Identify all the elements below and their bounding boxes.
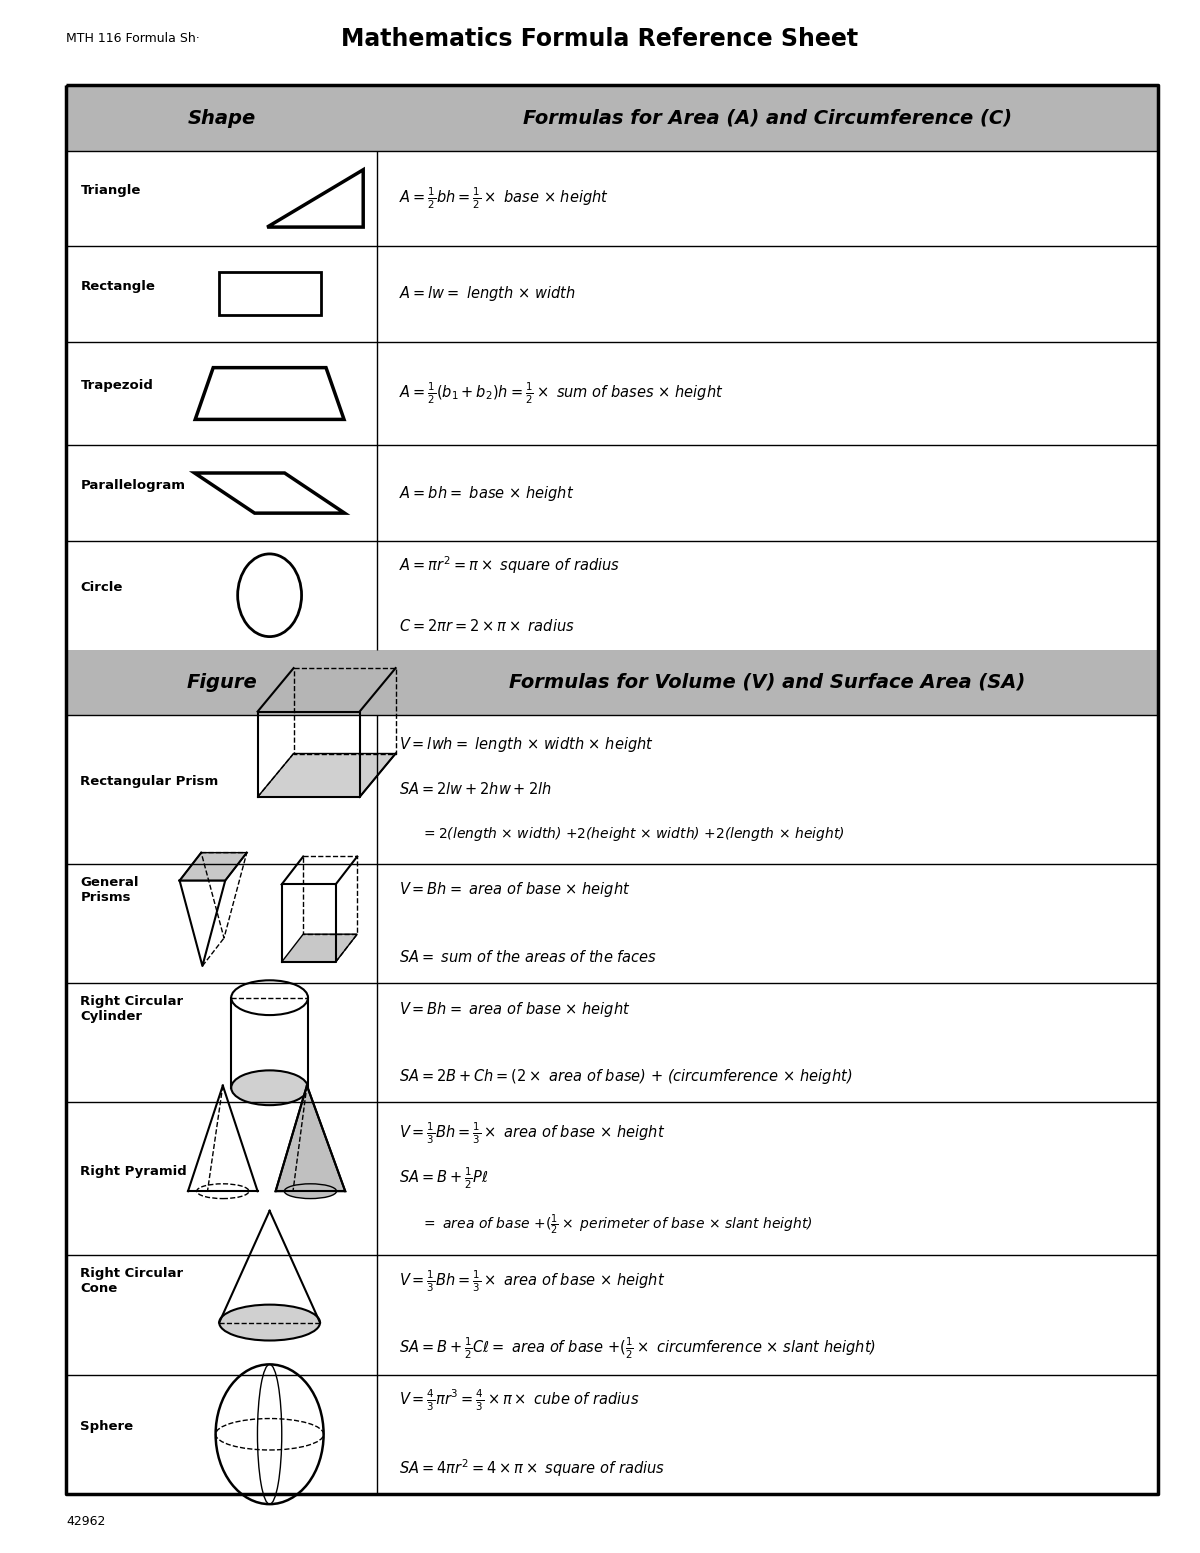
Bar (66, 649, 1158, 714)
Text: Mathematics Formula Reference Sheet: Mathematics Formula Reference Sheet (342, 26, 858, 51)
Text: Right Circular
Cone: Right Circular Cone (80, 1267, 184, 1295)
Text: Figure: Figure (186, 672, 257, 691)
Text: Shape: Shape (187, 109, 256, 127)
Text: Formulas for Area (A) and Circumference (C): Formulas for Area (A) and Circumference … (523, 109, 1012, 127)
Text: $SA = B + \frac{1}{2}P\ell$: $SA = B + \frac{1}{2}P\ell$ (398, 1166, 488, 1191)
Text: Formulas for Volume (V) and Surface Area (SA): Formulas for Volume (V) and Surface Area… (510, 672, 1026, 691)
Ellipse shape (284, 1183, 336, 1199)
Text: $C = 2\pi r = 2 \times \pi \times$ radius: $C = 2\pi r = 2 \times \pi \times$ radiu… (398, 618, 575, 634)
Text: $A = \frac{1}{2}(b_1 + b_2)h = \frac{1}{2} \times$ sum of bases $\times$ height: $A = \frac{1}{2}(b_1 + b_2)h = \frac{1}{… (398, 380, 724, 407)
Text: $SA = B + \frac{1}{2}C\ell =$ area of base $+ (\frac{1}{2} \times$ circumference: $SA = B + \frac{1}{2}C\ell =$ area of ba… (398, 1336, 876, 1360)
Text: Rectangle: Rectangle (80, 280, 155, 292)
Text: $SA = 2B + Ch = (2 \times$ area of base) $+$ (circumference $\times$ height): $SA = 2B + Ch = (2 \times$ area of base)… (398, 1067, 852, 1086)
Text: $SA =$ sum of the areas of the faces: $SA =$ sum of the areas of the faces (398, 949, 656, 964)
Text: General
Prisms: General Prisms (80, 876, 139, 904)
Text: MTH 116 Formula Sh·: MTH 116 Formula Sh· (66, 33, 199, 45)
Polygon shape (276, 1086, 346, 1191)
Ellipse shape (220, 1305, 320, 1340)
Text: Parallelogram: Parallelogram (80, 478, 186, 492)
Polygon shape (180, 853, 247, 881)
Text: $=$ area of base $+ (\frac{1}{2} \times$ perimeter of base $\times$ slant height: $=$ area of base $+ (\frac{1}{2} \times$… (398, 1213, 812, 1236)
Text: $V = \frac{4}{3}\pi r^3 = \frac{4}{3} \times \pi \times$ cube of radius: $V = \frac{4}{3}\pi r^3 = \frac{4}{3} \t… (398, 1388, 640, 1413)
Text: $V = \frac{1}{3}Bh = \frac{1}{3} \times$ area of base $\times$ height: $V = \frac{1}{3}Bh = \frac{1}{3} \times$… (398, 1269, 665, 1294)
Text: Sphere: Sphere (80, 1419, 133, 1433)
Text: $V = Bh =$ area of base $\times$ height: $V = Bh =$ area of base $\times$ height (398, 1000, 630, 1019)
Text: $A = \frac{1}{2}bh = \frac{1}{2} \times$ base $\times$ height: $A = \frac{1}{2}bh = \frac{1}{2} \times$… (398, 186, 608, 211)
Text: $A = bh =$ base $\times$ height: $A = bh =$ base $\times$ height (398, 483, 574, 503)
Ellipse shape (232, 1070, 308, 1106)
Text: 42962: 42962 (66, 1516, 106, 1528)
Text: $SA = 4\pi r^2 = 4 \times \pi \times$ square of radius: $SA = 4\pi r^2 = 4 \times \pi \times$ sq… (398, 1457, 665, 1478)
Text: $SA = 2lw + 2hw + 2lh$: $SA = 2lw + 2hw + 2lh$ (398, 781, 552, 797)
Bar (218, 272, 320, 315)
Bar (66, 85, 1158, 151)
Text: $= 2$(length $\times$ width) $+ 2$(height $\times$ width) $+ 2$(length $\times$ : $= 2$(length $\times$ width) $+ 2$(heigh… (398, 825, 845, 843)
Text: Circle: Circle (80, 581, 122, 593)
Polygon shape (282, 935, 358, 963)
Text: Triangle: Triangle (80, 185, 140, 197)
Text: Right Circular
Cylinder: Right Circular Cylinder (80, 995, 184, 1023)
Text: $A = lw =$ length $\times$ width: $A = lw =$ length $\times$ width (398, 284, 576, 303)
Text: $V = lwh =$ length $\times$ width $\times$ height: $V = lwh =$ length $\times$ width $\time… (398, 735, 654, 755)
Text: $V = \frac{1}{3}Bh = \frac{1}{3} \times$ area of base $\times$ height: $V = \frac{1}{3}Bh = \frac{1}{3} \times$… (398, 1120, 665, 1146)
Polygon shape (258, 753, 396, 797)
Text: $A = \pi r^2 = \pi \times$ square of radius: $A = \pi r^2 = \pi \times$ square of rad… (398, 554, 620, 576)
Text: Right Pyramid: Right Pyramid (80, 1165, 187, 1177)
Text: Trapezoid: Trapezoid (80, 379, 154, 393)
Text: Rectangular Prism: Rectangular Prism (80, 775, 218, 787)
Text: $V = Bh =$ area of base $\times$ height: $V = Bh =$ area of base $\times$ height (398, 881, 630, 899)
